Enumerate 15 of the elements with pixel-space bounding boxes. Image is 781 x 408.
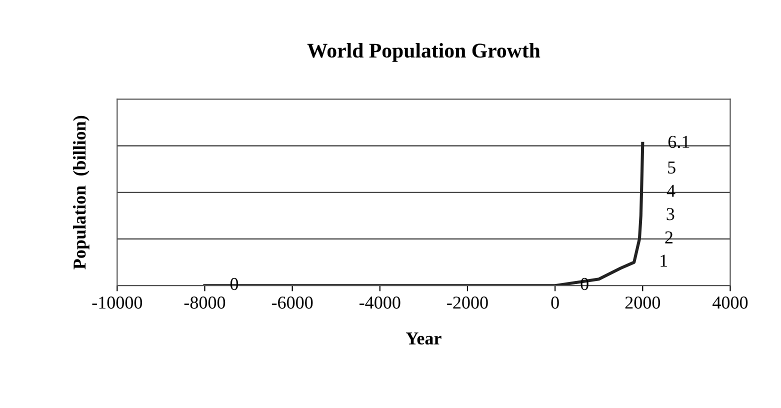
chart-title: World Population Growth bbox=[307, 43, 540, 62]
data-label: 3 bbox=[666, 208, 674, 220]
x-tick-label: -4000 bbox=[360, 296, 400, 309]
data-label: 5 bbox=[668, 162, 676, 174]
x-tick-label: 4000 bbox=[712, 296, 748, 309]
x-tick-label: 2000 bbox=[625, 296, 660, 309]
x-tick-label: -6000 bbox=[272, 296, 313, 309]
data-label: 6.1 bbox=[668, 136, 690, 148]
x-tick-label: -2000 bbox=[447, 296, 488, 309]
y-axis-title: Population (billion) bbox=[73, 116, 90, 270]
data-label: 1 bbox=[660, 254, 668, 267]
x-tick-label: 0 bbox=[551, 296, 559, 309]
x-tick-label: -10000 bbox=[92, 296, 142, 309]
x-tick-label: -8000 bbox=[184, 296, 226, 309]
x-axis-title: Year bbox=[406, 332, 442, 345]
